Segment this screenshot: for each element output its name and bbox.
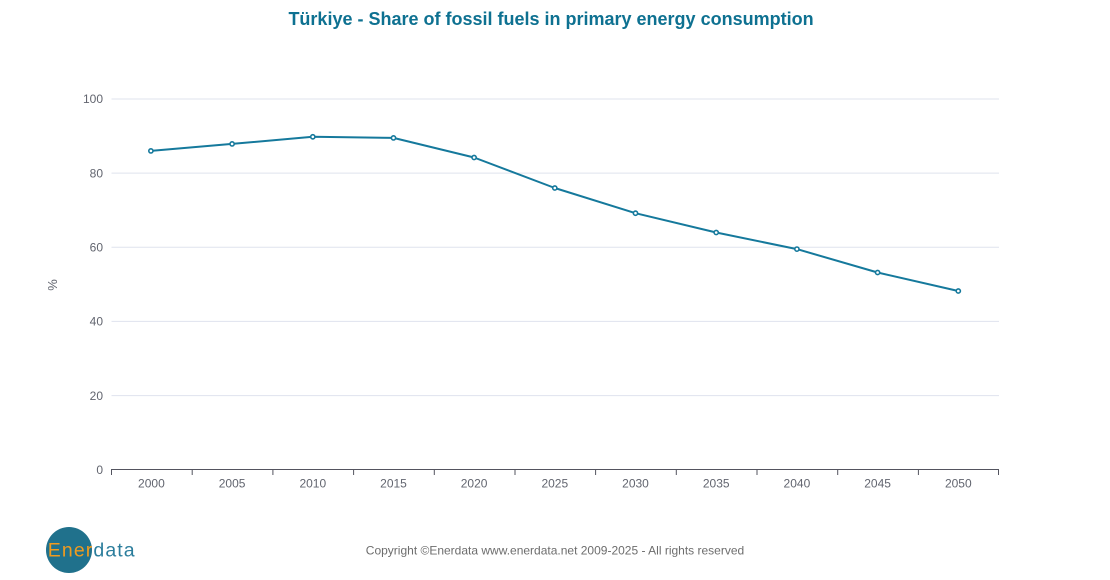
svg-text:0: 0 [96,463,103,477]
svg-text:2030: 2030 [622,477,649,491]
svg-text:2010: 2010 [299,477,326,491]
svg-text:40: 40 [90,315,104,329]
svg-text:Türkiye - Share of fossil fuel: Türkiye - Share of fossil fuels in prima… [288,9,813,29]
svg-text:2015: 2015 [380,477,407,491]
svg-text:Enerdata: Enerdata [48,540,136,562]
svg-text:60: 60 [90,241,104,255]
svg-text:100: 100 [83,92,103,106]
svg-text:80: 80 [90,166,104,180]
svg-text:2005: 2005 [219,477,246,491]
svg-text:20: 20 [90,389,104,403]
svg-text:2025: 2025 [541,477,568,491]
svg-text:2050: 2050 [945,477,972,491]
svg-text:%: % [45,279,60,291]
svg-text:Copyright ©Enerdata www.enerda: Copyright ©Enerdata www.enerdata.net 200… [366,544,744,558]
svg-text:2035: 2035 [703,477,730,491]
svg-text:2020: 2020 [461,477,488,491]
svg-text:2045: 2045 [864,477,891,491]
svg-text:2040: 2040 [784,477,811,491]
svg-text:2000: 2000 [138,477,165,491]
